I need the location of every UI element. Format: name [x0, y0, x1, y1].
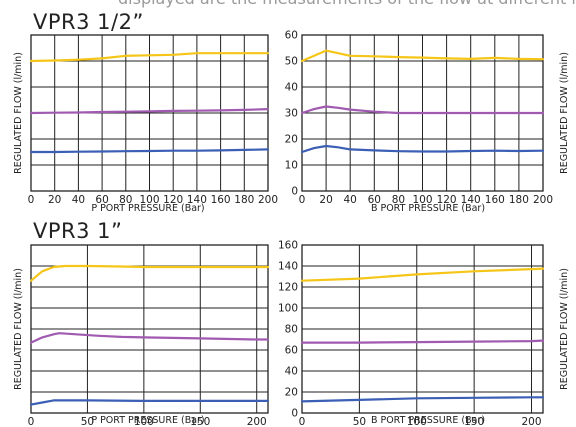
- chart-panel-3: 0 50 100 150 200 P PORT PRESSURE (Bar) REGULAT…: [13, 244, 270, 427]
- x-axis-title: P PORT PRESSURE (Bar): [91, 415, 204, 426]
- chart-panel-2: 0 20 40 60 80 100 120 140 160 180 200 0 10 20 30 40 50 60…: [285, 30, 570, 215]
- section-title-vpr3-one: VPR3 1”: [33, 219, 123, 243]
- y-tick-label: 0: [291, 408, 298, 420]
- x-tick-label: 20: [48, 194, 61, 206]
- x-tick-label: 150: [190, 416, 210, 427]
- x-tick-label: 200: [247, 416, 267, 427]
- series-line-1: [29, 52, 270, 63]
- top-caption-strip: displayed are the measurements of the fl…: [0, 0, 576, 12]
- series-line-3: [29, 148, 270, 154]
- y-tick-label: 20: [285, 134, 298, 146]
- y-axis-title: REGULATED FLOW (l/min): [559, 268, 570, 390]
- series-line-2: [300, 105, 545, 115]
- y-tick-label: 50: [285, 56, 298, 68]
- x-tick-label: 140: [461, 194, 481, 206]
- series-line-1: [300, 267, 545, 282]
- series-line-2: [29, 107, 270, 115]
- x-tick-label: 0: [28, 194, 35, 206]
- series-line-1: [29, 264, 270, 282]
- y-axis-title: REGULATED FLOW (l/min): [13, 268, 24, 390]
- x-tick-label: 0: [28, 416, 35, 427]
- x-tick-label: 60: [368, 194, 381, 206]
- y-tick-label: 20: [285, 387, 298, 399]
- series-line-3: [29, 399, 270, 406]
- x-tick-label: 140: [187, 194, 207, 206]
- x-axis-title: B PORT PRESSURE (Bar): [371, 203, 485, 214]
- y-tick-label: 60: [285, 345, 298, 357]
- y-tick-label: 0: [291, 186, 298, 198]
- x-tick-label: 160: [211, 194, 231, 206]
- y-tick-label: 10: [285, 160, 298, 172]
- series-line-2: [29, 332, 270, 344]
- x-tick-label: 50: [81, 416, 94, 427]
- series-line-2: [300, 339, 545, 344]
- y-tick-label: 80: [285, 324, 298, 336]
- x-tick-label: 80: [119, 194, 132, 206]
- y-tick-label: 30: [285, 108, 298, 120]
- x-tick-label: 20: [319, 194, 332, 206]
- y-tick-label: 160: [278, 240, 298, 252]
- x-tick-label: 200: [522, 416, 542, 427]
- x-axis-title: P PORT PRESSURE (Bar): [91, 203, 204, 214]
- x-tick-label: 100: [139, 194, 159, 206]
- x-tick-label: 100: [412, 194, 432, 206]
- x-tick-label: 120: [437, 194, 457, 206]
- y-tick-label: 140: [278, 261, 298, 273]
- x-tick-label: 0: [299, 416, 306, 427]
- x-tick-label: 40: [72, 194, 85, 206]
- y-tick-label: 100: [278, 303, 298, 315]
- y-tick-label: 60: [285, 30, 298, 42]
- chart-panel-4: 0 50 100 150 200 0 20 40 60 80 100 120 140 160 B PORT …: [278, 240, 570, 427]
- x-tick-label: 180: [234, 194, 254, 206]
- y-tick-label: 40: [285, 82, 298, 94]
- y-tick-label: 120: [278, 282, 298, 294]
- x-tick-label: 180: [509, 194, 529, 206]
- x-tick-label: 100: [407, 416, 427, 427]
- series-line-3: [300, 144, 545, 154]
- x-tick-label: 80: [392, 194, 405, 206]
- series-line-3: [300, 396, 545, 403]
- x-tick-label: 50: [353, 416, 366, 427]
- series-line-1: [300, 49, 545, 63]
- y-tick-label: 40: [285, 366, 298, 378]
- section-title-vpr3-half: VPR3 1/2”: [33, 10, 144, 34]
- x-tick-label: 150: [464, 416, 484, 427]
- x-tick-label: 200: [533, 194, 553, 206]
- x-tick-label: 200: [258, 194, 278, 206]
- x-tick-label: 160: [485, 194, 505, 206]
- x-tick-label: 120: [163, 194, 183, 206]
- x-axis-title: B PORT PRESSURE (Bar): [371, 415, 485, 426]
- y-axis-title: REGULATED FLOW (l/min): [559, 52, 570, 174]
- top-caption-text: displayed are the measurements of the fl…: [118, 0, 576, 8]
- x-tick-label: 100: [134, 416, 154, 427]
- x-tick-label: 40: [344, 194, 357, 206]
- y-axis-title: REGULATED FLOW (l/min): [13, 52, 24, 174]
- chart-panel-1: 0 20 40 60 80 100 120 140 160 180 200 P PORT PRESSU…: [13, 34, 278, 214]
- x-tick-label: 0: [299, 194, 306, 206]
- x-tick-label: 60: [95, 194, 108, 206]
